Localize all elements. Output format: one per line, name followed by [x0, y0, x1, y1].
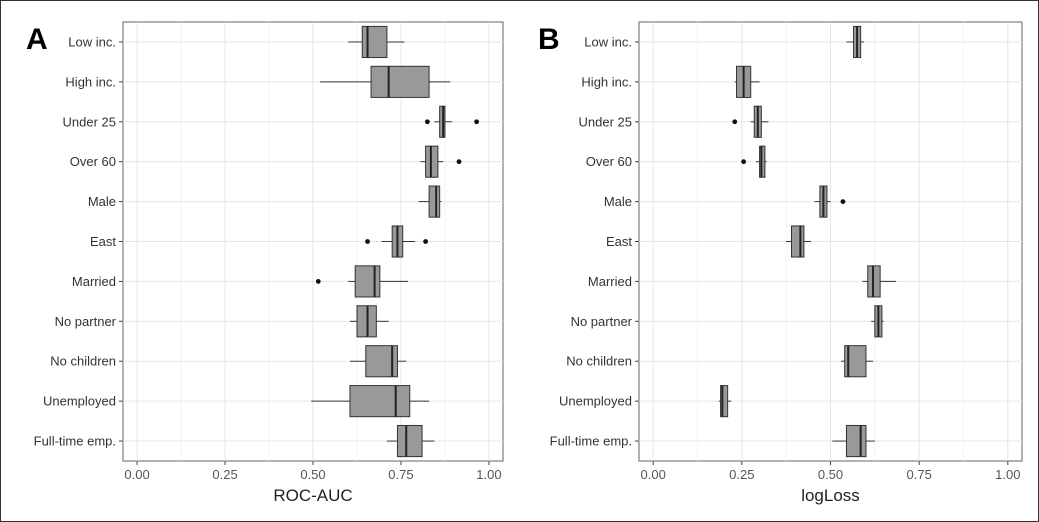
panel-a-box	[349, 385, 411, 418]
panel-b-category-label: High inc.	[581, 74, 632, 89]
panel-b-box	[845, 424, 867, 458]
panel-b-x-axis-title: logLoss	[801, 486, 860, 505]
panel-a-category-label: Married	[72, 274, 116, 289]
panel-a-outlier-point	[315, 279, 321, 284]
panel-a-x-tick-label: 0.00	[124, 467, 149, 482]
panel-a-box	[354, 265, 381, 298]
panel-b-category-label: Over 60	[586, 154, 632, 169]
panel-b-x-ticks: 0.00 0.25 0.50 0.75 1.00	[635, 41, 1020, 482]
panel-a-box	[396, 424, 423, 458]
panel-b-box	[844, 345, 867, 378]
panel-b-x-tick-label: 0.50	[818, 467, 843, 482]
panel-a-x-tick-label: 1.00	[476, 467, 501, 482]
panel-b-category-label: Married	[588, 274, 632, 289]
panel-b-category-label: East	[606, 234, 632, 249]
panel-b-box	[790, 225, 805, 258]
panel-a-x-tick-label: 0.50	[300, 467, 325, 482]
panel-a: A Low inc. High inc. Under 25 Over 60 Male Ea…	[26, 21, 504, 505]
panel-a-box	[361, 25, 388, 59]
panel-a-outlier-point	[365, 239, 370, 244]
panel-b-x-tick-label: 0.75	[907, 467, 932, 482]
panel-b-x-tick-label: 1.00	[995, 467, 1020, 482]
panel-b-x-tick-label: 0.25	[729, 467, 754, 482]
panel-a-outlier-point	[424, 119, 430, 125]
panel-a-category-label: No children	[50, 354, 116, 369]
panel-a-x-tick-label: 0.75	[388, 467, 413, 482]
panel-b: B Low inc. High inc. Under 25 Over 60 Male Ea…	[538, 21, 1023, 505]
panel-b-boxes	[718, 25, 897, 458]
panel-b-category-labels: Low inc. High inc. Under 25 Over 60 Male East…	[550, 34, 633, 448]
panel-a-category-label: East	[90, 234, 116, 249]
panel-a-category-label: High inc.	[65, 74, 116, 89]
panel-a-category-label: Full-time emp.	[34, 434, 116, 449]
panel-a-category-label: Over 60	[70, 154, 116, 169]
panel-b-outlier-point	[741, 159, 747, 165]
panel-b-tag: B	[538, 23, 560, 56]
panel-a-category-label: Male	[88, 194, 116, 209]
panel-b-outlier-point	[732, 119, 738, 125]
panel-b-category-label: Full-time emp.	[550, 434, 632, 449]
panel-a-category-label: Under 25	[63, 114, 116, 129]
panel-a-category-labels: Low inc. High inc. Under 25 Over 60 Male East…	[34, 34, 117, 448]
panel-a-category-label: Unemployed	[43, 394, 116, 409]
panel-b-category-label: Unemployed	[559, 394, 632, 409]
panel-a-tag: A	[26, 23, 48, 56]
panel-a-outlier-point	[456, 159, 462, 165]
panel-b-category-label: No partner	[571, 314, 633, 329]
panel-b-box	[720, 385, 729, 418]
panel-b-category-label: Male	[604, 194, 632, 209]
panel-a-outlier-point	[423, 239, 428, 244]
panel-a-category-label: No partner	[55, 314, 117, 329]
panel-b-category-label: Under 25	[579, 114, 632, 129]
panel-a-x-ticks: 0.00 0.25 0.50 0.75 1.00	[119, 41, 502, 482]
panel-a-x-tick-label: 0.25	[212, 467, 237, 482]
panel-b-x-tick-label: 0.00	[641, 467, 666, 482]
panel-a-boxes	[311, 25, 480, 458]
panel-b-outlier-point	[840, 199, 846, 204]
panel-b-category-label: Low inc.	[584, 34, 632, 49]
panel-a-category-label: Low inc.	[68, 34, 116, 49]
panel-a-x-axis-title: ROC-AUC	[273, 486, 352, 505]
panel-a-box	[370, 65, 430, 98]
panel-a-outlier-point	[474, 119, 480, 125]
panel-a-box	[428, 185, 441, 218]
panel-b-category-label: No children	[566, 354, 632, 369]
